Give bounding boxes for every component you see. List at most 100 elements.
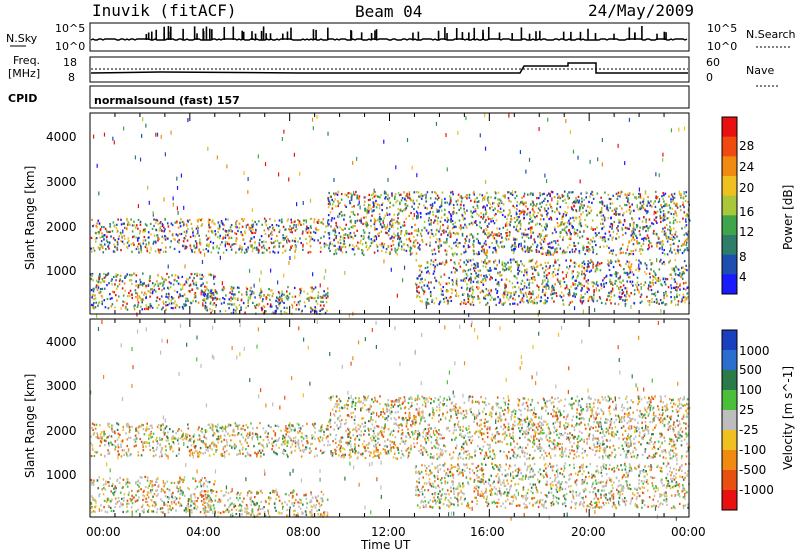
heatmap-cell xyxy=(385,247,388,251)
heatmap-cell xyxy=(558,212,561,215)
heatmap-cell xyxy=(632,284,634,287)
heatmap-cell xyxy=(571,270,573,275)
heatmap-cell xyxy=(673,296,676,299)
heatmap-cell xyxy=(116,428,119,431)
heatmap-cell xyxy=(411,200,414,203)
heatmap-cell xyxy=(225,439,228,442)
heatmap-cell xyxy=(344,233,347,236)
heatmap-cell xyxy=(180,173,183,178)
heatmap-cell xyxy=(397,207,400,211)
heatmap-cell xyxy=(578,251,581,255)
heatmap-cell xyxy=(209,240,212,244)
heatmap-cell xyxy=(569,251,571,254)
heatmap-cell xyxy=(120,223,123,226)
heatmap-cell xyxy=(477,253,479,256)
heatmap-cell xyxy=(518,203,521,206)
heatmap-cell xyxy=(680,266,683,269)
beam-title: Beam 04 xyxy=(355,2,422,21)
heatmap-cell xyxy=(399,226,402,229)
heatmap-cell xyxy=(674,218,677,222)
heatmap-cell xyxy=(161,241,164,245)
heatmap-cell xyxy=(530,236,532,239)
heatmap-cell xyxy=(194,292,197,295)
heatmap-cell xyxy=(215,246,218,249)
heatmap-cell xyxy=(507,214,509,217)
heatmap-cell xyxy=(491,241,493,245)
heatmap-cell xyxy=(617,191,620,194)
heatmap-cell xyxy=(452,211,454,216)
heatmap-cell xyxy=(530,245,532,248)
heatmap-cell xyxy=(220,427,223,430)
heatmap-cell xyxy=(420,264,422,267)
heatmap-cell xyxy=(679,205,682,208)
heatmap-cell xyxy=(175,303,178,306)
heatmap-cell xyxy=(606,205,608,210)
heatmap-cell xyxy=(582,309,584,314)
heatmap-cell xyxy=(314,422,316,425)
heatmap-cell xyxy=(174,306,177,309)
heatmap-cell xyxy=(644,262,647,265)
heatmap-cell xyxy=(483,274,485,278)
heatmap-cell xyxy=(170,295,173,299)
heatmap-cell xyxy=(610,295,613,299)
heatmap-cell xyxy=(371,197,374,200)
heatmap-cell xyxy=(604,240,607,243)
heatmap-cell xyxy=(474,276,477,279)
heatmap-cell xyxy=(253,246,256,249)
heatmap-cell xyxy=(327,131,329,136)
heatmap-cell xyxy=(551,191,554,194)
heatmap-cell xyxy=(235,305,238,308)
heatmap-cell xyxy=(137,432,140,435)
heatmap-cell xyxy=(416,286,418,289)
heatmap-cell xyxy=(630,234,633,237)
heatmap-cell xyxy=(607,238,610,241)
heatmap-cell xyxy=(518,243,520,248)
heatmap-cell xyxy=(498,202,501,205)
heatmap-cell xyxy=(251,432,254,435)
heatmap-cell xyxy=(483,248,485,251)
heatmap-cell xyxy=(419,248,421,251)
heatmap-cell xyxy=(674,210,677,213)
heatmap-cell xyxy=(375,243,378,247)
heatmap-cell xyxy=(343,237,346,240)
heatmap-cell xyxy=(661,195,663,198)
heatmap-cell xyxy=(664,213,666,216)
heatmap-cell xyxy=(252,223,255,226)
heatmap-cell xyxy=(175,233,178,236)
heatmap-cell xyxy=(454,225,456,228)
heatmap-cell xyxy=(566,211,568,215)
heatmap-cell xyxy=(96,222,98,225)
heatmap-cell xyxy=(631,232,634,235)
heatmap-cell xyxy=(177,442,180,445)
heatmap-cell xyxy=(649,281,651,284)
heatmap-cell xyxy=(196,225,199,228)
heatmap-cell xyxy=(115,226,118,230)
heatmap-cell xyxy=(309,295,312,299)
heatmap-cell xyxy=(508,234,511,237)
heatmap-cell xyxy=(625,204,628,207)
heatmap-cell xyxy=(415,252,418,255)
heatmap-cell xyxy=(658,237,660,240)
heatmap-cell xyxy=(311,442,313,445)
heatmap-cell xyxy=(189,283,192,286)
heatmap-cell xyxy=(222,228,225,231)
heatmap-cell xyxy=(628,192,631,195)
heatmap-cell xyxy=(568,223,571,226)
heatmap-cell xyxy=(311,308,314,312)
heatmap-cell xyxy=(456,203,459,206)
heatmap-cell xyxy=(456,291,458,296)
heatmap-cell xyxy=(159,282,161,285)
heatmap-cell xyxy=(166,435,168,438)
heatmap-cell xyxy=(383,243,386,246)
heatmap-cell xyxy=(209,308,211,311)
heatmap-cell xyxy=(319,250,322,253)
heatmap-cell xyxy=(662,157,664,162)
heatmap-cell xyxy=(639,201,642,204)
heatmap-cell xyxy=(611,283,614,287)
heatmap-cell xyxy=(582,300,584,303)
heatmap-cell xyxy=(135,236,137,239)
heatmap-cell xyxy=(591,298,593,301)
heatmap-cell xyxy=(503,269,506,272)
heatmap-cell xyxy=(130,279,133,282)
heatmap-cell xyxy=(495,219,498,222)
